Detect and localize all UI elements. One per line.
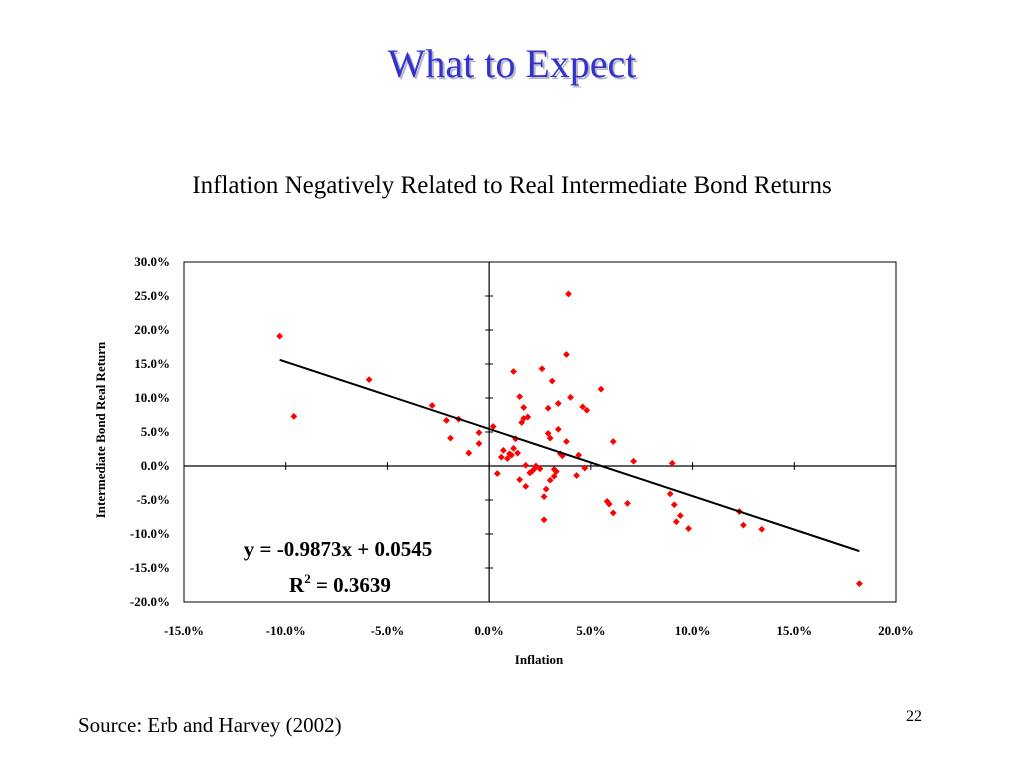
r-squared-symbol: R [289,573,305,597]
data-point [493,470,501,477]
source-citation: Source: Erb and Harvey (2002) [78,713,342,737]
data-point [514,449,522,457]
y-tick-labels: -20.0% -15.0% -10.0% -5.0% 0.0% 5.0% 10.0% 15.0… [130,254,494,609]
data-point [497,453,505,461]
data-point [540,516,548,524]
data-point [579,403,587,411]
data-point [510,444,517,452]
x-tick-label: 5.0% [576,623,605,638]
y-tick-label: 5.0% [141,424,170,439]
data-point [542,485,550,493]
data-point [510,368,517,375]
data-point [609,438,617,445]
data-point [276,332,284,340]
x-tick-label: -5.0% [371,623,405,638]
data-point [475,429,483,437]
y-tick-label: 0.0% [141,458,170,473]
data-point [609,509,617,517]
data-point [685,525,692,532]
data-point [855,580,863,588]
data-point [516,476,524,483]
data-point [538,365,546,373]
data-point [546,434,554,442]
y-axis-label: Intermediate Bond Real Return [93,341,108,518]
x-tick-label: -15.0% [164,623,204,638]
data-point [666,490,674,498]
data-point [563,438,570,445]
page-number: 22 [906,708,922,725]
x-tick-label: 10.0% [675,623,711,638]
data-point [443,417,450,424]
y-tick-label: 25.0% [134,288,170,303]
data-point [554,425,562,433]
data-point [548,377,556,385]
data-point [668,459,676,467]
data-point [516,393,524,401]
r-squared-value: = 0.3639 [311,573,391,597]
data-point [522,483,530,490]
r-squared-superscript: 2 [304,571,311,586]
y-tick-label: -10.0% [130,526,170,541]
x-tick-labels: -15.0% -10.0% -5.0% 0.0% 5.0% 10.0% 15.0% 20.0% [164,462,914,638]
data-point [575,451,583,459]
data-point [624,500,631,507]
plot-area [183,261,897,603]
y-tick-label: -15.0% [130,560,170,575]
r-squared-label: R2 = 0.3639 [289,571,391,597]
data-point [428,402,436,409]
data-point [508,451,515,459]
data-point [581,464,589,472]
chart-subtitle: Inflation Negatively Related to Real Int… [192,172,832,199]
data-point [605,500,613,508]
slide-title: What to Expect [387,41,637,86]
data-point [554,400,562,407]
data-point [758,525,766,533]
y-tick-label: 30.0% [134,254,170,269]
data-point [546,476,554,484]
y-tick-label: 15.0% [134,356,170,371]
y-tick-label: -5.0% [136,492,170,507]
data-point [563,351,570,358]
data-points [276,290,863,588]
data-point [565,290,572,298]
trendline [279,358,860,553]
data-point [290,412,298,420]
x-tick-label: 15.0% [776,623,812,638]
data-point [447,434,454,442]
data-point [540,493,548,500]
data-point [489,423,497,430]
data-point [528,468,536,475]
data-point [499,446,507,454]
data-point [670,501,678,509]
data-point [524,413,532,421]
data-point [522,461,530,469]
data-point [597,385,605,393]
data-point [544,404,552,412]
y-tick-label: 10.0% [134,390,170,405]
y-tick-label: -20.0% [130,594,170,609]
data-point [573,472,581,479]
data-point [676,512,684,520]
data-point [740,521,747,529]
data-point [583,406,591,414]
scatter-chart: -20.0% -15.0% -10.0% -5.0% 0.0% 5.0% 10.0% 15.0… [93,254,914,667]
x-tick-label: 0.0% [475,623,504,638]
y-tick-label: 20.0% [134,322,170,337]
x-axis-label: Inflation [515,652,564,667]
data-point [552,468,560,475]
data-point [475,440,483,447]
trendline-equation: y = -0.9873x + 0.0545 [244,537,432,561]
data-point [630,457,637,465]
data-point [520,404,528,411]
x-tick-label: 20.0% [878,623,914,638]
data-point [536,465,544,473]
data-point [465,449,473,457]
data-point [365,376,373,384]
x-tick-label: -10.0% [266,623,306,638]
data-point [672,518,680,526]
data-point [567,393,574,401]
